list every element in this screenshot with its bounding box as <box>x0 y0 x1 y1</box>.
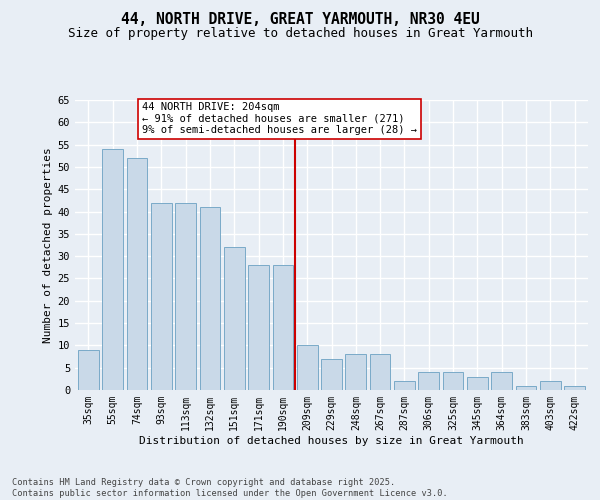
Bar <box>370 354 391 390</box>
Bar <box>540 381 560 390</box>
Bar <box>346 354 366 390</box>
Bar <box>394 381 415 390</box>
Bar <box>78 350 99 390</box>
Text: 44, NORTH DRIVE, GREAT YARMOUTH, NR30 4EU: 44, NORTH DRIVE, GREAT YARMOUTH, NR30 4E… <box>121 12 479 28</box>
Text: Contains HM Land Registry data © Crown copyright and database right 2025.
Contai: Contains HM Land Registry data © Crown c… <box>12 478 448 498</box>
Bar <box>297 346 317 390</box>
Text: 44 NORTH DRIVE: 204sqm
← 91% of detached houses are smaller (271)
9% of semi-det: 44 NORTH DRIVE: 204sqm ← 91% of detached… <box>142 102 417 136</box>
Bar <box>564 386 585 390</box>
Bar <box>151 202 172 390</box>
Bar <box>200 207 220 390</box>
Bar <box>175 202 196 390</box>
Y-axis label: Number of detached properties: Number of detached properties <box>43 147 53 343</box>
Bar <box>103 149 123 390</box>
Bar <box>418 372 439 390</box>
Bar <box>127 158 148 390</box>
Bar <box>321 359 342 390</box>
Bar <box>248 265 269 390</box>
Bar <box>443 372 463 390</box>
Bar <box>272 265 293 390</box>
X-axis label: Distribution of detached houses by size in Great Yarmouth: Distribution of detached houses by size … <box>139 436 524 446</box>
Bar <box>224 247 245 390</box>
Bar <box>491 372 512 390</box>
Text: Size of property relative to detached houses in Great Yarmouth: Size of property relative to detached ho… <box>67 28 533 40</box>
Bar <box>467 376 488 390</box>
Bar <box>515 386 536 390</box>
